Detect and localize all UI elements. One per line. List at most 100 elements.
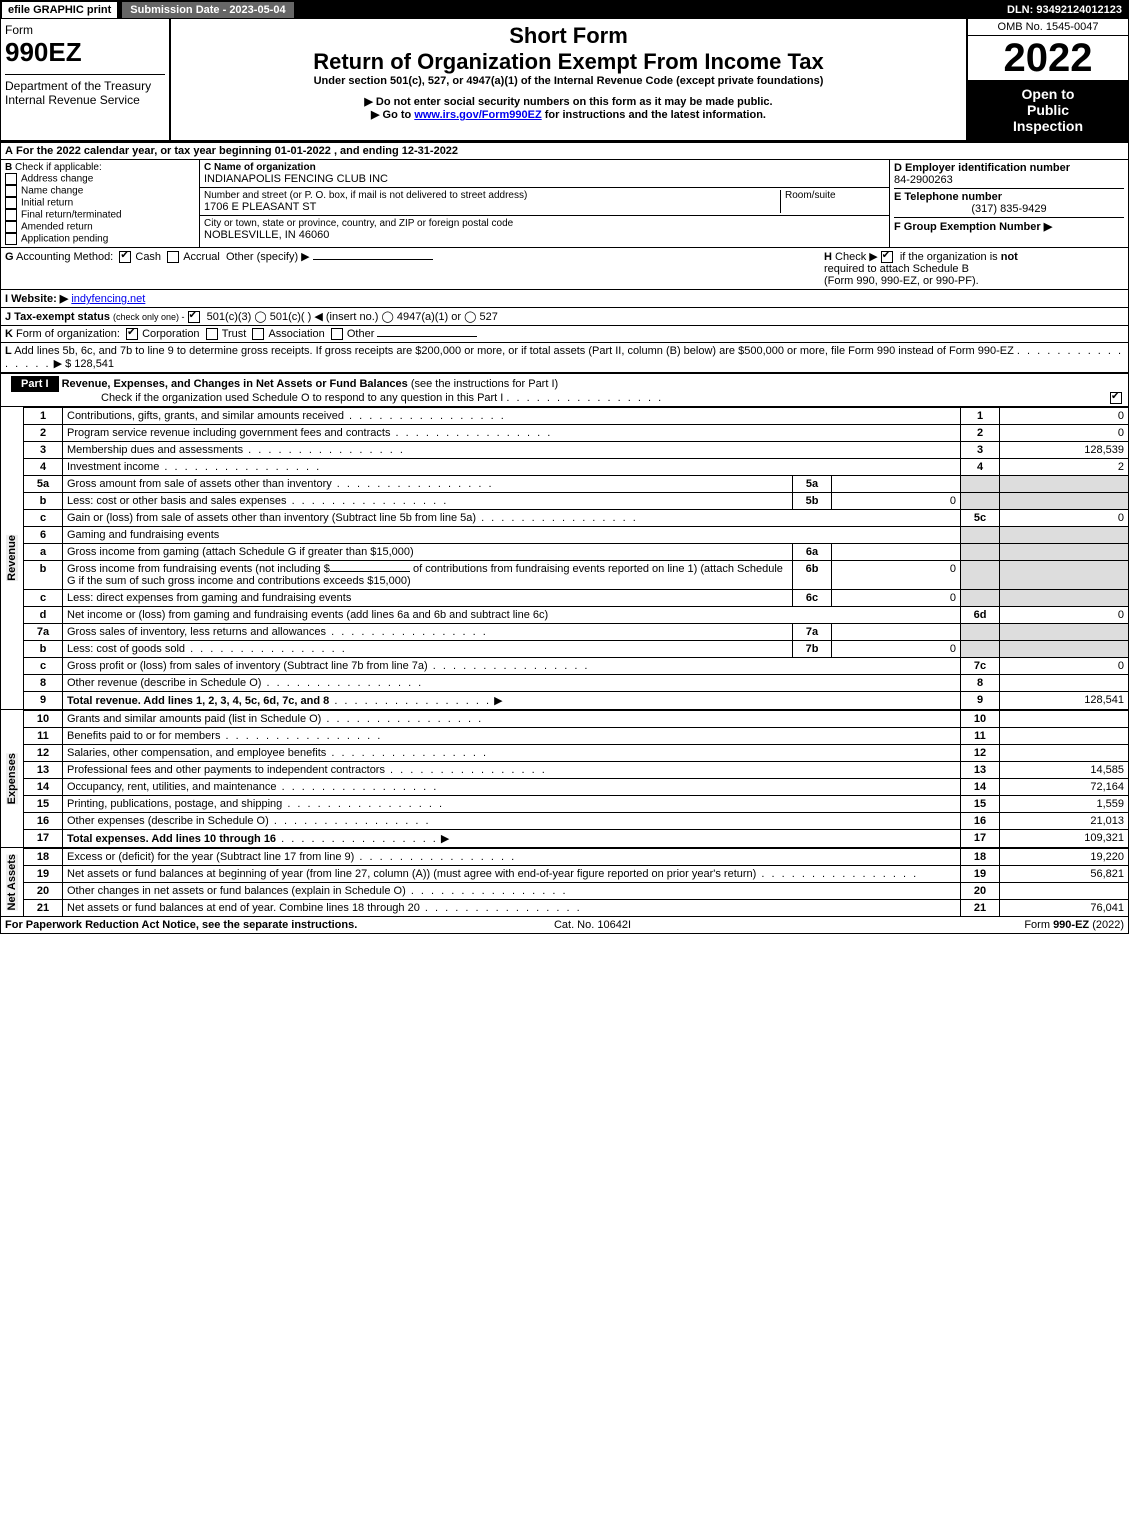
l10-desc: Grants and similar amounts paid (list in… xyxy=(67,713,321,725)
dots xyxy=(420,902,582,914)
check-cash[interactable] xyxy=(119,251,131,263)
check-trust[interactable] xyxy=(206,328,218,340)
l3-num: 3 xyxy=(24,442,63,459)
check-accrual[interactable] xyxy=(167,251,179,263)
k-opt-2: Association xyxy=(268,328,324,340)
l2-ln: 2 xyxy=(961,425,1000,442)
dots xyxy=(406,885,568,897)
l8-desc: Other revenue (describe in Schedule O) xyxy=(67,677,261,689)
g-other-blank[interactable] xyxy=(313,259,433,260)
h-not: not xyxy=(1001,251,1018,263)
shade xyxy=(1000,624,1129,641)
shade xyxy=(961,641,1000,658)
l4-desc: Investment income xyxy=(67,461,159,473)
check-association[interactable] xyxy=(252,328,264,340)
l5c-num: c xyxy=(24,510,63,527)
l6a-desc: Gross income from gaming (attach Schedul… xyxy=(67,546,414,558)
section-g: G Accounting Method: Cash Accrual Other … xyxy=(5,250,820,263)
check-address-change[interactable] xyxy=(5,173,17,185)
netassets-tab-label: Net Assets xyxy=(6,854,18,910)
j-label: J Tax-exempt status xyxy=(5,311,110,323)
l13-val: 14,585 xyxy=(1000,762,1129,779)
netassets-tab: Net Assets xyxy=(1,848,24,916)
form-word: Form xyxy=(5,23,165,37)
l20-desc: Other changes in net assets or fund bala… xyxy=(67,885,406,897)
l3-val: 128,539 xyxy=(1000,442,1129,459)
l13-ln: 13 xyxy=(961,762,1000,779)
shade xyxy=(1000,493,1129,510)
check-corporation[interactable] xyxy=(126,328,138,340)
footer-right: Form 990-EZ (2022) xyxy=(1024,919,1124,931)
l13-num: 13 xyxy=(24,762,63,779)
shade xyxy=(961,493,1000,510)
form-header: Form 990EZ Department of the Treasury In… xyxy=(1,19,1128,142)
h-text4: (Form 990, 990-EZ, or 990-PF). xyxy=(824,275,1124,287)
l7c-desc: Gross profit or (loss) from sales of inv… xyxy=(67,660,428,672)
website-link[interactable]: indyfencing.net xyxy=(71,293,145,305)
section-h: H Check ▶ if the organization is not req… xyxy=(820,250,1124,287)
l5a-sl: 5a xyxy=(793,476,832,493)
dots xyxy=(287,495,449,507)
ein-value: 84-2900263 xyxy=(894,174,1124,186)
l19-num: 19 xyxy=(24,866,63,883)
l10-val xyxy=(1000,711,1129,728)
l6b-sl: 6b xyxy=(793,561,832,590)
l5b-sv: 0 xyxy=(832,493,961,510)
l-text: Add lines 5b, 6c, and 7b to line 9 to de… xyxy=(14,345,1014,357)
l18-ln: 18 xyxy=(961,849,1000,866)
l21-ln: 21 xyxy=(961,900,1000,917)
l6c-sl: 6c xyxy=(793,590,832,607)
section-b: B Check if applicable: Address change Na… xyxy=(1,160,200,247)
irs-link[interactable]: www.irs.gov/Form990EZ xyxy=(414,109,541,121)
check-501c3[interactable] xyxy=(188,311,200,323)
l6c-desc: Less: direct expenses from gaming and fu… xyxy=(67,592,351,604)
l6a-num: a xyxy=(24,544,63,561)
shade xyxy=(961,561,1000,590)
shade xyxy=(1000,641,1129,658)
b-item-2: Initial return xyxy=(21,198,73,209)
section-k: K Form of organization: Corporation Trus… xyxy=(1,325,1128,342)
check-schedule-o[interactable] xyxy=(1110,392,1122,404)
l6d-val: 0 xyxy=(1000,607,1129,624)
l18-num: 18 xyxy=(24,849,63,866)
l6b-blank[interactable] xyxy=(330,571,410,572)
check-h[interactable] xyxy=(881,251,893,263)
check-other-org[interactable] xyxy=(331,328,343,340)
dots xyxy=(276,833,438,845)
h-text1: Check ▶ xyxy=(835,251,878,263)
page-footer: For Paperwork Reduction Act Notice, see … xyxy=(1,916,1128,933)
check-name-change[interactable] xyxy=(5,185,17,197)
l-label: L xyxy=(5,345,12,357)
l7a-sl: 7a xyxy=(793,624,832,641)
check-initial-return[interactable] xyxy=(5,197,17,209)
k-text: Form of organization: xyxy=(16,328,120,340)
section-gh: G Accounting Method: Cash Accrual Other … xyxy=(1,247,1128,289)
inspection-badge: Open to Public Inspection xyxy=(968,80,1128,140)
dots xyxy=(321,713,483,725)
l21-desc: Net assets or fund balances at end of ye… xyxy=(67,902,420,914)
shade xyxy=(1000,544,1129,561)
l19-desc: Net assets or fund balances at beginning… xyxy=(67,868,756,880)
subtitle: Under section 501(c), 527, or 4947(a)(1)… xyxy=(175,75,962,87)
shade xyxy=(1000,476,1129,493)
l17-desc: Total expenses. Add lines 10 through 16 xyxy=(67,833,276,845)
check-application-pending[interactable] xyxy=(5,233,17,245)
footer-right-post: (2022) xyxy=(1089,919,1124,931)
check-final-return[interactable] xyxy=(5,209,17,221)
l7c-num: c xyxy=(24,658,63,675)
l21-val: 76,041 xyxy=(1000,900,1129,917)
check-amended-return[interactable] xyxy=(5,221,17,233)
dots xyxy=(159,461,321,473)
room-suite-label: Room/suite xyxy=(780,190,885,213)
l1-num: 1 xyxy=(24,408,63,425)
badge-line2: Public xyxy=(974,102,1122,118)
f-label: F Group Exemption Number ▶ xyxy=(894,217,1124,233)
expenses-tab-label: Expenses xyxy=(6,753,18,804)
l11-ln: 11 xyxy=(961,728,1000,745)
l1-val: 0 xyxy=(1000,408,1129,425)
l11-val xyxy=(1000,728,1129,745)
revenue-tab: Revenue xyxy=(1,407,24,709)
k-opt-0: Corporation xyxy=(142,328,199,340)
dots xyxy=(326,626,488,638)
k-other-blank[interactable] xyxy=(377,336,477,337)
